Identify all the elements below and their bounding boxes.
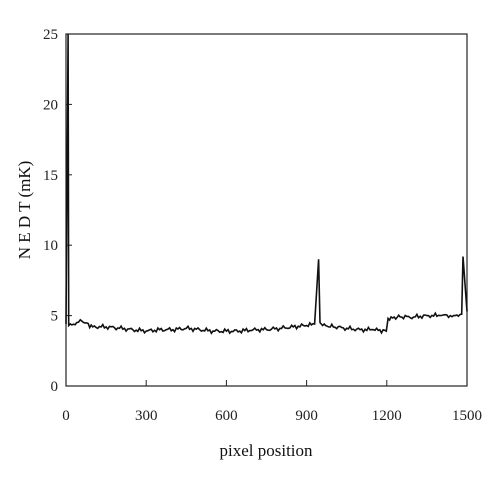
x-axis: 0 300 600 900 1200 1500 [62, 380, 482, 424]
series-layer [65, 33, 468, 335]
y-tick-label: 10 [43, 238, 58, 254]
x-axis-title: pixel position [219, 441, 313, 460]
x-tick-label: 300 [135, 408, 158, 424]
x-tick-label: 1200 [372, 408, 402, 424]
x-tick-label: 0 [62, 408, 70, 424]
y-tick-label: 25 [43, 27, 58, 43]
x-tick-label: 1500 [452, 408, 482, 424]
x-tick-label: 900 [295, 408, 318, 424]
series-line [65, 33, 468, 335]
plot-frame [65, 33, 468, 387]
y-tick-label: 20 [43, 97, 58, 113]
plot-area [65, 33, 468, 387]
y-tick-label: 0 [51, 379, 59, 395]
x-tick-label: 600 [215, 408, 238, 424]
y-axis-title: N E D T (mK) [15, 161, 34, 260]
y-tick-label: 5 [51, 309, 59, 325]
y-tick-label: 15 [43, 168, 58, 184]
